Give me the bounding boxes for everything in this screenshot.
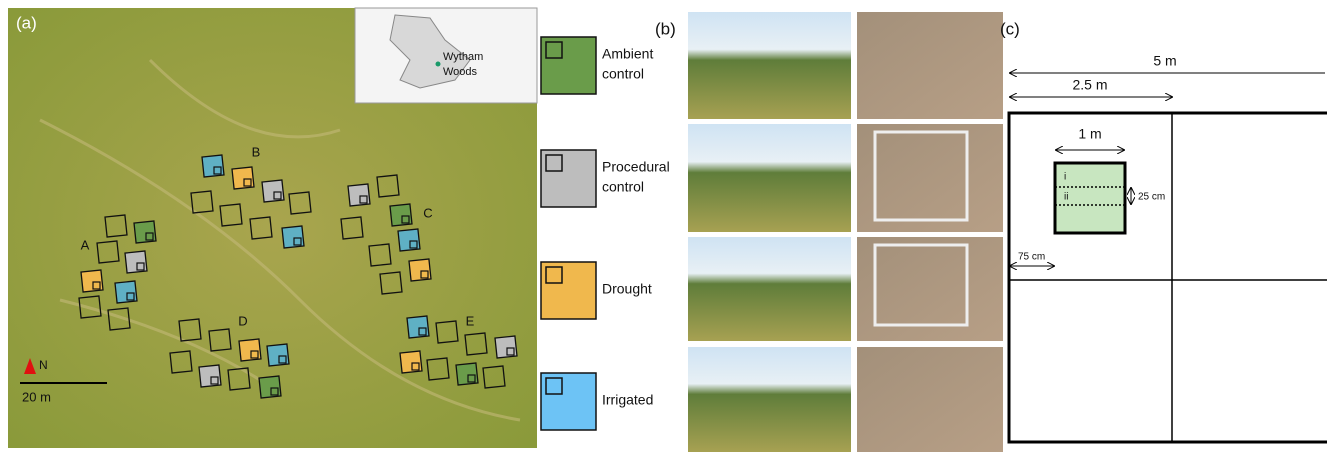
site-label: E: [466, 313, 475, 328]
photo: [688, 124, 851, 232]
legend-label: Procedural: [602, 159, 670, 175]
dimension-label: 25 cm: [1138, 192, 1165, 203]
site-label: D: [238, 313, 247, 328]
legend-swatch: [541, 373, 596, 430]
photo: [688, 12, 851, 119]
place-label: Wytham: [443, 51, 483, 63]
dimension-label: 5 m: [1153, 53, 1176, 69]
plot-diagram: (c) 5 m 2.5 m i ii 1 m 25 cm 75 cm: [1000, 19, 1327, 442]
north-label: N: [39, 358, 48, 372]
legend-label: control: [602, 66, 644, 82]
strip-label: i: [1064, 172, 1066, 183]
photo: [857, 347, 1003, 452]
legend-label: control: [602, 179, 644, 195]
legend: Ambient control Procedural control Drought Ir…: [541, 37, 670, 430]
place-label: Woods: [443, 66, 478, 78]
legend-swatch: [541, 262, 596, 319]
photo: [857, 12, 1003, 119]
strip-label: ii: [1064, 192, 1068, 203]
panel-label: (b): [655, 19, 676, 38]
site-label: C: [423, 205, 432, 220]
legend-swatch: [541, 37, 596, 94]
photo: [688, 347, 851, 452]
panel-label: (a): [16, 13, 37, 32]
photo: [857, 124, 1003, 232]
legend-swatch: [541, 150, 596, 207]
dimension-label: 1 m: [1078, 126, 1101, 142]
scale-label: 20 m: [22, 389, 51, 404]
dimension-label: 75 cm: [1018, 252, 1045, 263]
site-label: B: [252, 144, 261, 159]
legend-label: Irrigated: [602, 392, 653, 408]
legend-label: Drought: [602, 281, 652, 297]
map-point: [436, 62, 441, 67]
legend-label: Ambient: [602, 46, 653, 62]
site-label: A: [81, 237, 90, 252]
dimension-label: 2.5 m: [1072, 77, 1107, 93]
photo: [688, 237, 851, 341]
panel-label: (c): [1000, 19, 1020, 38]
figure: A B C D E Wytham Woods (a) N 20 m Ambient con…: [0, 0, 1327, 452]
photos: [688, 12, 1003, 452]
